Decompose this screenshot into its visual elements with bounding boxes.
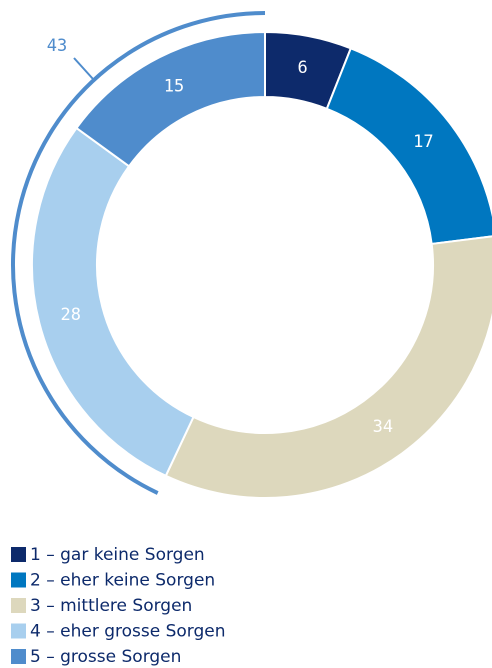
annotation-leader	[73, 57, 94, 80]
segment-label: 17	[413, 132, 433, 152]
legend-label: 5 – grosse Sorgen	[30, 647, 181, 667]
donut-segment	[31, 126, 195, 478]
donut-segment	[325, 47, 492, 246]
segment-label: 34	[373, 417, 393, 437]
legend-swatch	[11, 623, 26, 639]
legend-label: 4 – eher grosse Sorgen	[30, 622, 226, 642]
legend-swatch	[11, 547, 26, 562]
legend-swatch	[11, 572, 26, 588]
segment-label: 6	[297, 58, 307, 78]
donut-segment	[75, 30, 266, 168]
annotation-label: 43	[47, 36, 67, 56]
legend-swatch	[11, 598, 26, 613]
legend-label: 1 – gar keine Sorgen	[30, 545, 205, 565]
legend-label: 3 – mittlere Sorgen	[30, 596, 192, 616]
segment-label: 28	[61, 305, 81, 325]
segment-label: 15	[164, 76, 184, 96]
donut-segment	[164, 235, 492, 499]
legend-swatch	[11, 649, 26, 664]
legend-label: 2 – eher keine Sorgen	[30, 571, 215, 591]
annotation-arc	[11, 11, 266, 495]
